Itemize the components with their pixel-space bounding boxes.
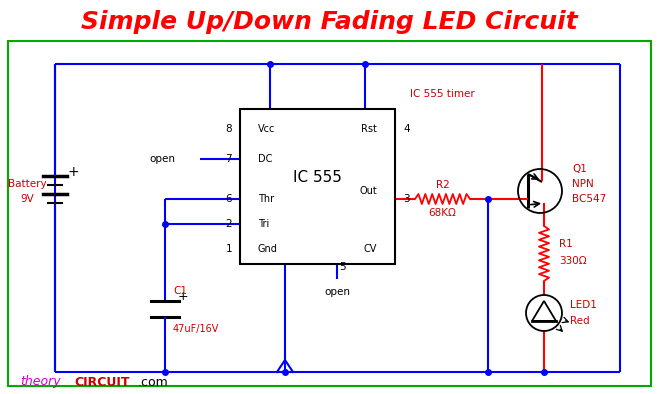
Text: CV: CV: [364, 244, 377, 254]
Text: Out: Out: [359, 186, 377, 196]
Text: 68KΩ: 68KΩ: [428, 208, 457, 218]
Text: IC 555: IC 555: [293, 169, 341, 184]
Text: .com: .com: [138, 375, 169, 388]
Text: 5: 5: [339, 262, 345, 272]
Text: Gnd: Gnd: [258, 244, 278, 254]
Bar: [8, 41, 651, 386]
Text: CIRCUIT: CIRCUIT: [74, 375, 130, 388]
Text: 3: 3: [403, 194, 410, 204]
Text: DC: DC: [258, 154, 272, 164]
Text: Vcc: Vcc: [258, 124, 275, 134]
Text: 1: 1: [225, 244, 232, 254]
Bar: [240, 109, 395, 264]
Text: 2: 2: [225, 219, 232, 229]
Text: R2: R2: [436, 180, 449, 190]
Text: C1: C1: [173, 286, 187, 296]
Text: R1: R1: [559, 238, 573, 249]
Text: +: +: [178, 290, 188, 303]
Text: Tri: Tri: [258, 219, 270, 229]
Text: LED1: LED1: [570, 300, 597, 310]
Text: BC547: BC547: [572, 194, 606, 204]
Text: 6: 6: [225, 194, 232, 204]
Text: IC 555 timer: IC 555 timer: [410, 89, 474, 99]
Text: 47uF/16V: 47uF/16V: [173, 324, 219, 334]
Text: 7: 7: [225, 154, 232, 164]
Text: 9V: 9V: [20, 194, 34, 204]
Text: open: open: [149, 154, 175, 164]
Text: 330Ω: 330Ω: [559, 256, 587, 266]
Text: Q1: Q1: [572, 164, 587, 174]
Text: +: +: [67, 165, 79, 179]
Text: Red: Red: [570, 316, 590, 326]
Text: Rst: Rst: [361, 124, 377, 134]
Text: open: open: [324, 287, 350, 297]
Text: Simple Up/Down Fading LED Circuit: Simple Up/Down Fading LED Circuit: [80, 10, 577, 34]
Text: NPN: NPN: [572, 179, 594, 189]
Text: Thr: Thr: [258, 194, 274, 204]
Text: 4: 4: [403, 124, 410, 134]
Text: Battery: Battery: [8, 179, 46, 189]
Text: theory: theory: [20, 375, 61, 388]
Text: 8: 8: [225, 124, 232, 134]
